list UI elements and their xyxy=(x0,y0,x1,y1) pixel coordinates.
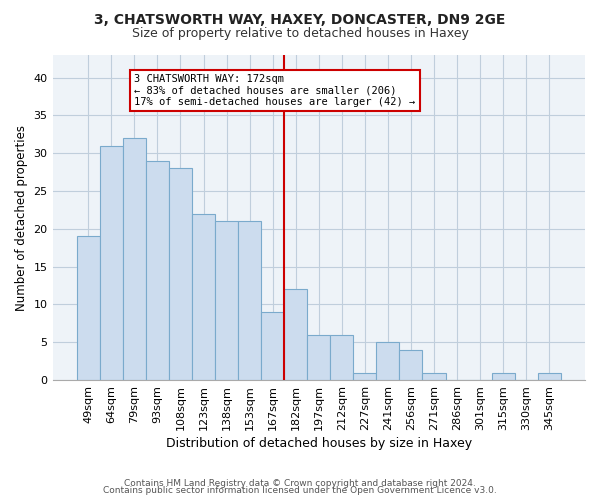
Text: 3, CHATSWORTH WAY, HAXEY, DONCASTER, DN9 2GE: 3, CHATSWORTH WAY, HAXEY, DONCASTER, DN9… xyxy=(94,12,506,26)
Bar xyxy=(400,350,422,380)
Bar xyxy=(100,146,123,380)
Y-axis label: Number of detached properties: Number of detached properties xyxy=(15,124,28,310)
Bar xyxy=(192,214,215,380)
Text: Contains HM Land Registry data © Crown copyright and database right 2024.: Contains HM Land Registry data © Crown c… xyxy=(124,478,476,488)
Bar xyxy=(146,161,169,380)
Text: Size of property relative to detached houses in Haxey: Size of property relative to detached ho… xyxy=(131,28,469,40)
Bar xyxy=(491,372,515,380)
Bar xyxy=(376,342,400,380)
Bar xyxy=(330,334,353,380)
Bar xyxy=(123,138,146,380)
Bar xyxy=(422,372,446,380)
Bar xyxy=(307,334,330,380)
Bar xyxy=(353,372,376,380)
Text: Contains public sector information licensed under the Open Government Licence v3: Contains public sector information licen… xyxy=(103,486,497,495)
Bar xyxy=(538,372,561,380)
Bar xyxy=(215,222,238,380)
Bar xyxy=(77,236,100,380)
Bar xyxy=(169,168,192,380)
Bar xyxy=(238,222,261,380)
Bar xyxy=(261,312,284,380)
Bar xyxy=(284,290,307,380)
Text: 3 CHATSWORTH WAY: 172sqm
← 83% of detached houses are smaller (206)
17% of semi-: 3 CHATSWORTH WAY: 172sqm ← 83% of detach… xyxy=(134,74,416,107)
X-axis label: Distribution of detached houses by size in Haxey: Distribution of detached houses by size … xyxy=(166,437,472,450)
